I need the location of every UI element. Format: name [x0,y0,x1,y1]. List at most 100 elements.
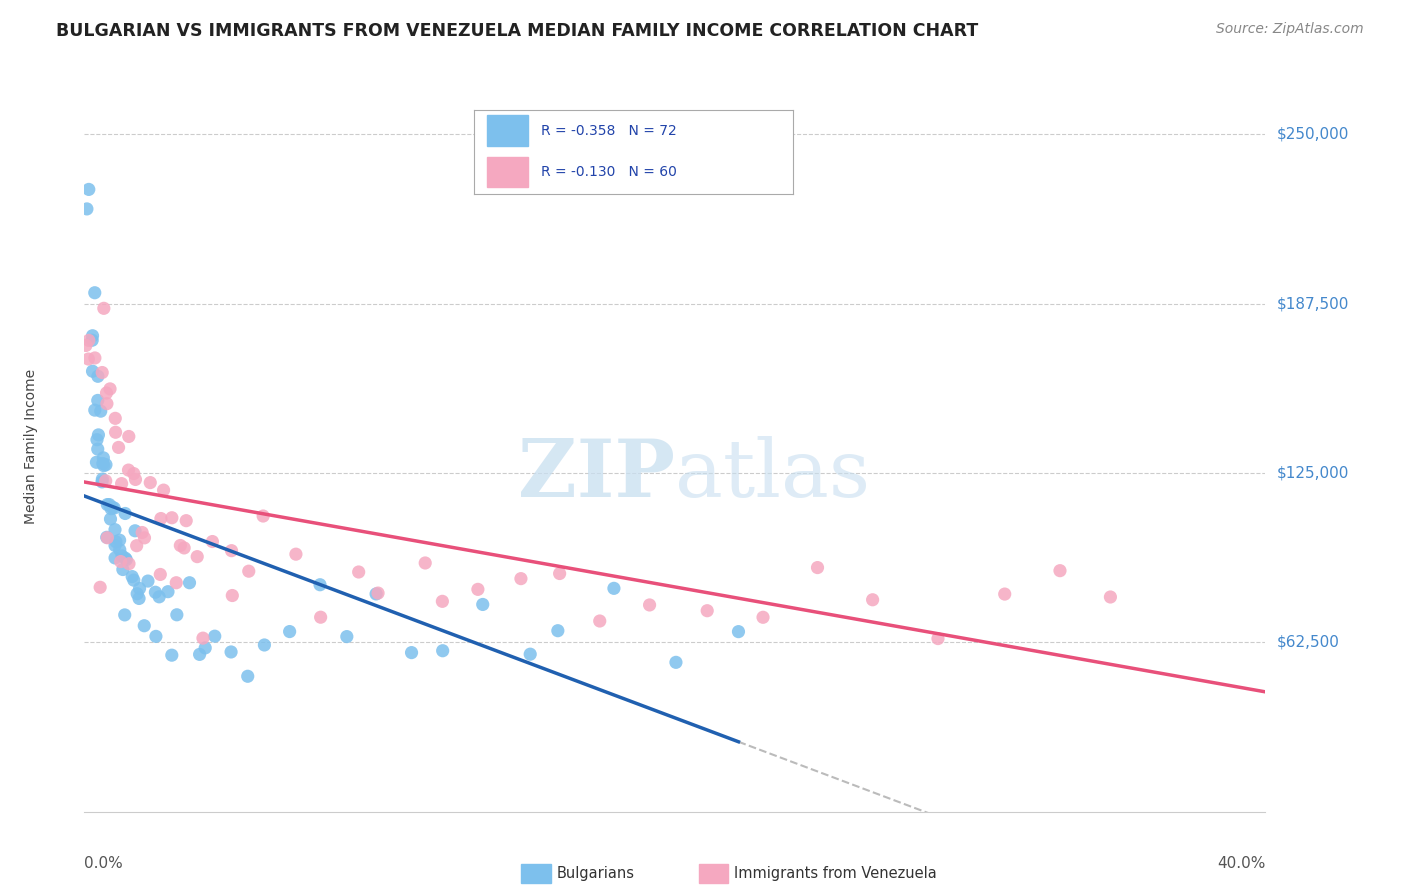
Point [145,629,167,643]
Point [665,656,688,670]
Point [86,455,108,469]
Point [77,334,100,348]
Point [93,450,115,465]
Point [115,552,138,566]
Point [122,467,145,481]
Text: atlas: atlas [675,436,870,515]
Point [547,624,569,638]
Point [117,463,139,477]
Point [76,202,98,216]
Point [100,501,122,516]
Point [471,598,494,612]
Point [98,498,121,512]
Point [367,586,389,600]
Point [191,631,214,645]
Text: $62,500: $62,500 [1277,635,1340,650]
Text: Immigrants from Venezuela: Immigrants from Venezuela [734,866,936,881]
Point [125,539,148,553]
Point [413,556,436,570]
Point [309,610,332,624]
Point [75,338,97,352]
Point [221,589,243,603]
Point [174,514,197,528]
Point [160,648,183,663]
Point [111,549,134,563]
Point [96,386,118,401]
Point [114,551,136,566]
Point [145,585,167,599]
Point [87,428,110,442]
Point [83,285,105,300]
Point [152,483,174,497]
Point [91,366,114,380]
Point [467,582,489,597]
Point [752,610,775,624]
Point [253,638,276,652]
Point [148,590,170,604]
Point [93,301,115,316]
Point [149,567,172,582]
Point [927,632,949,646]
Point [1099,590,1122,604]
Point [77,182,100,196]
Point [89,580,111,594]
Point [122,573,145,587]
Text: Median Family Income: Median Family Income [24,368,38,524]
Text: 0.0%: 0.0% [84,855,124,871]
Bar [699,864,728,883]
Point [107,441,129,455]
Point [96,498,118,512]
Point [110,555,132,569]
Point [236,669,259,683]
Point [101,500,124,515]
Point [77,351,100,366]
Point [284,547,307,561]
Point [862,592,884,607]
Point [219,645,242,659]
Text: BULGARIAN VS IMMIGRANTS FROM VENEZUELA MEDIAN FAMILY INCOME CORRELATION CHART: BULGARIAN VS IMMIGRANTS FROM VENEZUELA M… [56,22,979,40]
Text: Bulgarians: Bulgarians [557,866,634,881]
Point [124,524,146,538]
Point [98,382,121,396]
Point [83,351,105,365]
Point [96,397,118,411]
Point [103,501,125,516]
Bar [522,864,551,883]
Point [156,584,179,599]
Text: $187,500: $187,500 [1277,296,1348,311]
Point [252,509,274,524]
Point [188,648,211,662]
Point [90,404,112,418]
Point [94,458,117,472]
Point [86,433,108,447]
Point [347,565,370,579]
Point [124,472,146,486]
Point [108,542,131,557]
Point [510,572,533,586]
Point [401,646,423,660]
Point [194,640,217,655]
Point [548,566,571,581]
Point [139,475,162,490]
Point [128,582,150,596]
Point [278,624,301,639]
Text: Source: ZipAtlas.com: Source: ZipAtlas.com [1216,22,1364,37]
Point [994,587,1017,601]
Point [149,511,172,525]
Point [87,393,110,408]
Point [160,510,183,524]
Text: 40.0%: 40.0% [1218,855,1265,871]
Point [204,629,226,643]
Point [82,333,104,347]
Point [166,607,188,622]
Point [134,619,156,633]
Point [519,647,541,661]
Point [108,533,131,548]
Point [179,575,201,590]
Point [1049,564,1071,578]
Point [696,604,718,618]
Point [432,644,454,658]
Point [96,530,118,544]
Point [82,328,104,343]
Point [93,458,115,473]
